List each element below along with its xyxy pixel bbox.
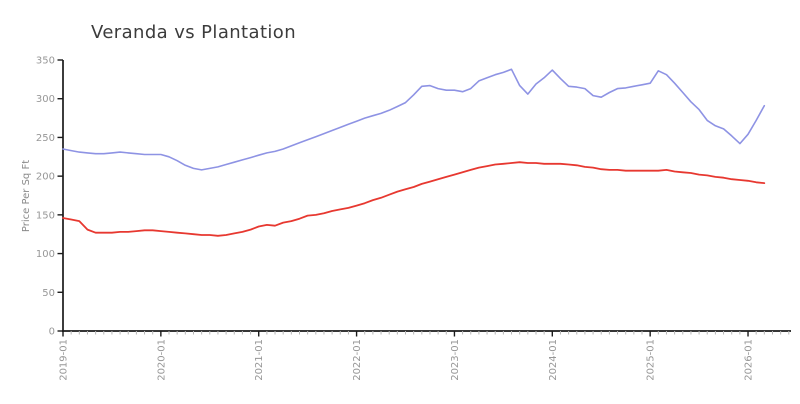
- x-tick-label: 2022-01: [352, 339, 363, 381]
- x-tick-label: 2021-01: [254, 339, 265, 381]
- y-axis-label: Price Per Sq Ft: [21, 160, 32, 232]
- y-tick-label: 50: [42, 288, 55, 299]
- y-tick-label: 100: [36, 249, 55, 260]
- y-tick-label: 0: [49, 327, 55, 338]
- series-line-veranda: [62, 68, 766, 171]
- x-tick-label: 2020-01: [156, 339, 167, 381]
- x-tick-label: 2023-01: [450, 339, 461, 381]
- y-tick-label: 250: [36, 133, 55, 144]
- x-axis: 2019-01 2020-01 2021-01 2022-01 2023-01 2024-…: [59, 330, 791, 381]
- series-line-plantation: [62, 161, 766, 237]
- x-tick-label: 2019-01: [59, 339, 70, 381]
- y-tick-label: 350: [36, 56, 55, 67]
- y-axis: 0 50 100 150 200 250 300 350: [36, 56, 64, 338]
- x-tick-label: 2026-01: [744, 339, 755, 381]
- y-tick-label: 300: [36, 94, 55, 105]
- y-tick-label: 200: [36, 172, 55, 183]
- series-lines: [62, 68, 766, 237]
- x-tick-label: 2024-01: [548, 339, 559, 381]
- x-tick-label: 2025-01: [646, 339, 657, 381]
- y-tick-label: 150: [36, 210, 55, 221]
- chart-title: Veranda vs Plantation: [91, 22, 296, 43]
